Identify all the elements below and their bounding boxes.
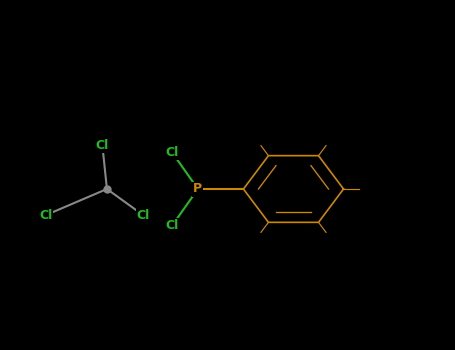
Text: Cl: Cl [165,219,179,232]
Text: Cl: Cl [136,209,150,222]
Text: Cl: Cl [165,146,179,159]
Text: Cl: Cl [39,209,52,222]
Text: Cl: Cl [96,139,109,152]
Text: P: P [193,182,202,196]
